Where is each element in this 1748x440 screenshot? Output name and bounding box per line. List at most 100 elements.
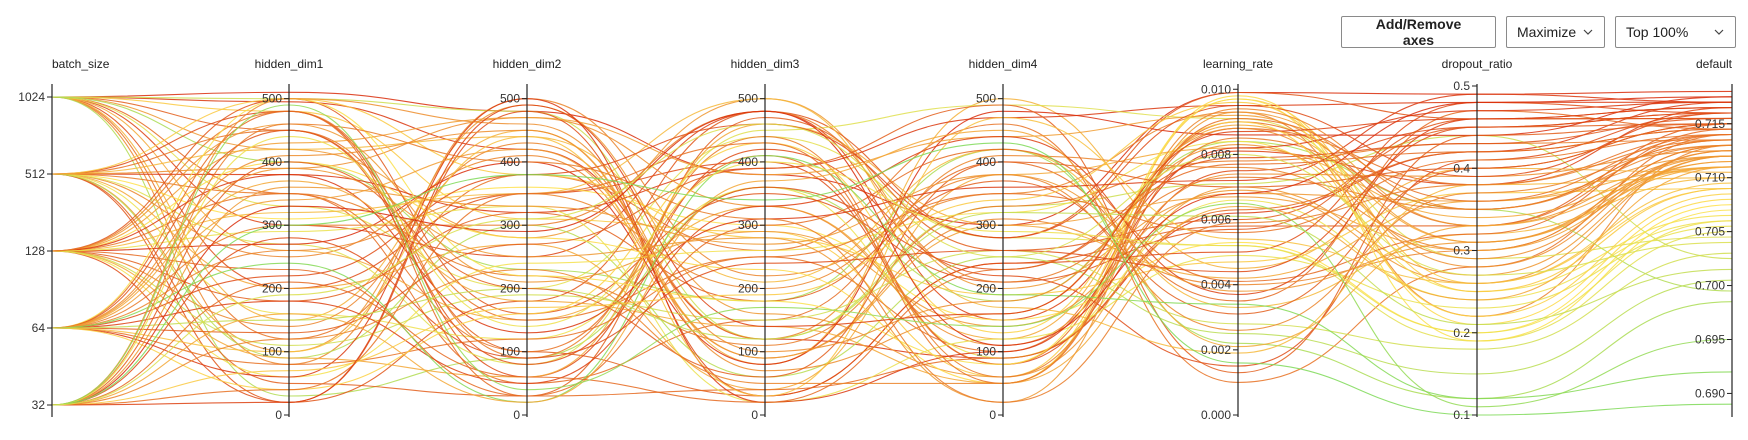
run-line[interactable] xyxy=(51,140,1733,378)
tick-label: 64 xyxy=(32,321,46,335)
tick-label: 0.710 xyxy=(1695,171,1725,185)
run-line[interactable] xyxy=(51,93,1733,334)
run-line[interactable] xyxy=(51,98,1733,365)
tick-label: 200 xyxy=(976,281,996,295)
run-line[interactable] xyxy=(51,91,1733,403)
axis-hidden-dim1[interactable]: hidden_dim1 0 100 200 300 400 500 xyxy=(255,57,324,422)
tick-label: 0.690 xyxy=(1695,386,1725,400)
run-line[interactable] xyxy=(51,128,1733,397)
tick-label: 0.008 xyxy=(1201,147,1231,161)
tick-label: 0.000 xyxy=(1201,408,1231,422)
run-line[interactable] xyxy=(51,104,1733,374)
tick-label: 400 xyxy=(500,155,520,169)
tick-label: 0 xyxy=(989,408,996,422)
run-line[interactable] xyxy=(51,96,1733,400)
run-line[interactable] xyxy=(51,96,1733,383)
axis-title: batch_size xyxy=(52,57,110,71)
run-line[interactable] xyxy=(51,95,1733,384)
tick-label: 0.2 xyxy=(1453,326,1470,340)
run-line[interactable] xyxy=(51,205,1733,403)
run-line[interactable] xyxy=(51,98,1733,315)
run-line[interactable] xyxy=(51,155,1733,403)
tick-label: 400 xyxy=(976,155,996,169)
maximize-dropdown[interactable]: Maximize xyxy=(1506,16,1605,48)
axis-title: learning_rate xyxy=(1203,57,1273,71)
run-line[interactable] xyxy=(51,129,1733,406)
run-line[interactable] xyxy=(51,173,1733,378)
axis-default[interactable]: default 0.690 0.695 0.700 0.705 0.710 0.715 xyxy=(1695,57,1733,417)
tick-label: 0.1 xyxy=(1453,408,1470,422)
run-line[interactable] xyxy=(51,128,1733,406)
tick-label: 0.715 xyxy=(1695,117,1725,131)
run-line[interactable] xyxy=(51,98,1733,296)
run-line[interactable] xyxy=(51,108,1733,406)
add-remove-axes-button[interactable]: Add/Remove axes xyxy=(1341,16,1496,48)
run-line[interactable] xyxy=(51,249,1733,350)
tick-label: 500 xyxy=(976,92,996,106)
axis-hidden-dim2[interactable]: hidden_dim2 0 100 200 300 400 500 xyxy=(493,57,562,422)
run-line[interactable] xyxy=(51,121,1733,365)
run-line[interactable] xyxy=(51,148,1733,359)
run-line[interactable] xyxy=(51,117,1733,397)
chevron-down-icon xyxy=(1714,29,1724,35)
run-line[interactable] xyxy=(51,110,1733,329)
run-line[interactable] xyxy=(51,117,1733,397)
run-line[interactable] xyxy=(51,98,1733,403)
run-line[interactable] xyxy=(51,107,1733,384)
maximize-dropdown-label: Maximize xyxy=(1517,24,1577,40)
tick-label: 100 xyxy=(262,345,282,359)
run-line[interactable] xyxy=(51,114,1733,252)
tick-label: 0.695 xyxy=(1695,332,1725,346)
tick-label: 500 xyxy=(500,92,520,106)
run-line[interactable] xyxy=(51,96,1733,397)
run-line[interactable] xyxy=(51,123,1733,327)
axis-hidden-dim3[interactable]: hidden_dim3 0 100 200 300 400 500 xyxy=(731,57,800,422)
run-line[interactable] xyxy=(51,96,1733,340)
tick-label: 400 xyxy=(738,155,758,169)
chart-toolbar: Add/Remove axes Maximize Top 100% xyxy=(1341,16,1736,48)
tick-label: 300 xyxy=(976,218,996,232)
top-percent-dropdown[interactable]: Top 100% xyxy=(1615,16,1736,48)
top-percent-dropdown-label: Top 100% xyxy=(1626,24,1689,40)
tick-label: 0.004 xyxy=(1201,278,1231,292)
tick-label: 512 xyxy=(25,167,45,181)
axis-hidden-dim4[interactable]: hidden_dim4 0 100 200 300 400 500 xyxy=(969,57,1038,422)
run-line[interactable] xyxy=(51,166,1733,384)
axis-title: hidden_dim2 xyxy=(493,57,562,71)
run-line[interactable] xyxy=(51,104,1733,406)
run-line[interactable] xyxy=(51,118,1733,406)
tick-label: 200 xyxy=(262,281,282,295)
run-line[interactable] xyxy=(51,111,1733,403)
tick-label: 0.3 xyxy=(1453,244,1470,258)
run-line[interactable] xyxy=(51,110,1733,397)
tick-label: 400 xyxy=(262,155,282,169)
run-line[interactable] xyxy=(51,104,1733,329)
run-line[interactable] xyxy=(51,123,1733,406)
run-line[interactable] xyxy=(51,96,1733,406)
axis-dropout-ratio[interactable]: dropout_ratio 0.1 0.2 0.3 0.4 0.5 xyxy=(1442,57,1513,422)
tick-label: 0 xyxy=(275,408,282,422)
run-line[interactable] xyxy=(51,211,1733,340)
tick-label: 0.4 xyxy=(1453,161,1470,175)
tick-label: 128 xyxy=(25,244,45,258)
tick-label: 0.010 xyxy=(1201,82,1231,96)
run-line[interactable] xyxy=(51,101,1733,214)
axis-title: hidden_dim1 xyxy=(255,57,324,71)
axis-title: hidden_dim3 xyxy=(731,57,800,71)
axis-title: hidden_dim4 xyxy=(969,57,1038,71)
tick-label: 32 xyxy=(32,398,46,412)
axis-batch-size[interactable]: batch_size 32 64 128 512 1024 xyxy=(18,57,110,417)
tick-label: 0.002 xyxy=(1201,343,1231,357)
tick-label: 100 xyxy=(738,345,758,359)
run-line[interactable] xyxy=(51,96,1733,397)
axis-learning-rate[interactable]: learning_rate 0.000 0.002 0.004 0.006 0.008 0.… xyxy=(1201,57,1273,422)
tick-label: 0.5 xyxy=(1453,79,1470,93)
run-line[interactable] xyxy=(51,101,1733,406)
tick-label: 0 xyxy=(751,408,758,422)
tick-label: 200 xyxy=(738,281,758,295)
run-line[interactable] xyxy=(51,144,1733,331)
run-line[interactable] xyxy=(51,110,1733,378)
run-line[interactable] xyxy=(51,117,1733,365)
run-line[interactable] xyxy=(51,127,1733,372)
